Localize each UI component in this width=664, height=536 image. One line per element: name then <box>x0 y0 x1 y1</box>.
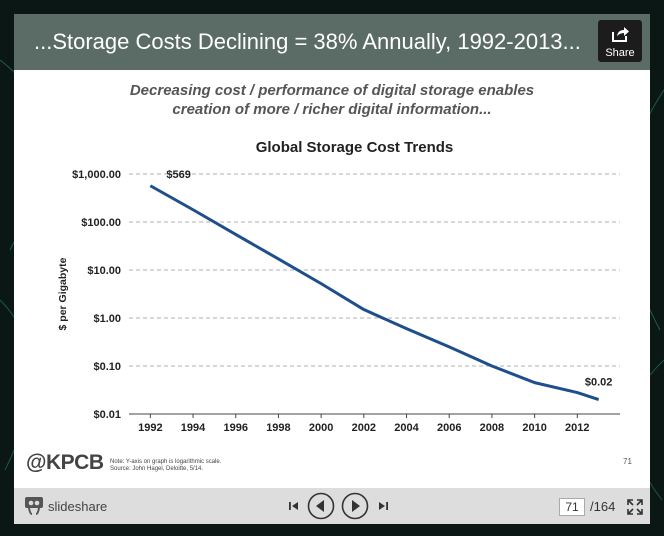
y-tick-label: $1,000.00 <box>72 169 121 181</box>
share-icon <box>612 27 629 42</box>
last-slide-icon[interactable] <box>376 499 390 513</box>
next-icon[interactable] <box>341 492 369 520</box>
x-tick-label: 2000 <box>309 422 333 434</box>
page-total: /164 <box>590 499 616 514</box>
x-tick-label: 2004 <box>394 422 419 434</box>
y-tick-label: $10.00 <box>87 265 121 277</box>
player-toolbar: slideshare /164 <box>14 488 650 524</box>
x-tick-label: 2006 <box>437 422 461 434</box>
share-button[interactable]: Share <box>598 20 642 62</box>
slide-title-bar: ...Storage Costs Declining = 38% Annuall… <box>14 14 650 70</box>
slide: ...Storage Costs Declining = 38% Annuall… <box>14 14 650 488</box>
fullscreen-icon[interactable] <box>626 498 644 516</box>
data-label: $569 <box>166 169 190 181</box>
slide-number: 71 <box>623 457 632 466</box>
y-tick-label: $0.10 <box>93 361 121 373</box>
y-axis-label: $ per Gigabyte <box>57 257 69 330</box>
kpcb-logo: @KPCB <box>26 451 104 474</box>
x-tick-label: 2002 <box>352 422 376 434</box>
y-tick-label: $0.01 <box>93 409 121 421</box>
x-tick-label: 2010 <box>522 422 546 434</box>
x-tick-label: 1998 <box>266 422 290 434</box>
slideshare-logo-icon[interactable] <box>24 496 44 516</box>
slideshare-brand[interactable]: slideshare <box>48 499 108 514</box>
data-label: $0.02 <box>585 377 613 389</box>
subtitle-line-1: Decreasing cost / performance of digital… <box>129 82 535 99</box>
chart-title: Global Storage Cost Trends <box>256 139 454 156</box>
page-number-input[interactable] <box>559 498 585 516</box>
previous-icon[interactable] <box>307 492 335 520</box>
x-tick-label: 1996 <box>223 422 247 434</box>
x-tick-label: 2008 <box>480 422 504 434</box>
storage-cost-chart: Global Storage Cost Trends $ per Gigabyte… <box>57 139 620 434</box>
share-label: Share <box>605 47 635 59</box>
series-line <box>149 184 600 401</box>
subtitle-line-2: creation of more / richer digital inform… <box>172 101 492 118</box>
first-slide-icon[interactable] <box>287 499 301 513</box>
footnote-note: Note: Y-axis on graph is logarithmic sca… <box>110 459 222 465</box>
slide-title: ...Storage Costs Declining = 38% Annuall… <box>34 29 581 54</box>
footnote: Note: Y-axis on graph is logarithmic sca… <box>110 459 221 473</box>
y-tick-label: $1.00 <box>93 313 121 325</box>
x-tick-label: 1992 <box>138 422 162 434</box>
x-tick-label: 1994 <box>181 422 206 434</box>
x-tick-label: 2012 <box>565 422 589 434</box>
y-tick-label: $100.00 <box>81 217 121 229</box>
slide-subtitle: Decreasing cost / performance of digital… <box>104 81 560 119</box>
footnote-source: Source: John Hagel, Deloitte, 5/14. <box>110 466 204 472</box>
